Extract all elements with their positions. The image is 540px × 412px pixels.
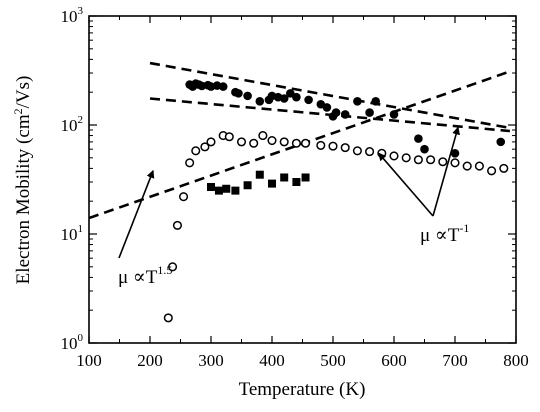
data-point-open-circle: [185, 158, 195, 168]
data-point-open-circle: [168, 262, 178, 272]
data-point-filled-circle: [353, 96, 362, 106]
data-point-filled-square: [222, 184, 231, 193]
y-tick-label: 102: [61, 114, 84, 135]
y-tick-label-exponent: 3: [78, 5, 84, 17]
data-point-filled-circle: [420, 144, 429, 154]
data-point-open-circle: [291, 138, 301, 148]
data-point-filled-circle: [371, 96, 381, 106]
fit-line: [88, 70, 511, 220]
data-point-filled-square: [255, 170, 264, 179]
data-point-open-circle: [474, 161, 484, 171]
x-tick-label: 100: [76, 351, 102, 370]
annotation-label: μ ∝T1.5: [118, 263, 172, 288]
data-point-filled-circle: [331, 108, 341, 117]
x-tick-label: 200: [137, 351, 163, 370]
y-axis-title-main: Electron Mobility (cm: [13, 114, 34, 284]
data-point-open-circle: [340, 143, 350, 153]
data-point-filled-square: [268, 179, 276, 188]
data-point-open-circle: [450, 158, 460, 168]
data-point-filled-circle: [365, 108, 374, 117]
data-point-open-circle: [389, 151, 399, 161]
data-point-filled-square: [243, 181, 252, 190]
annotation-arrow: [378, 152, 434, 217]
y-tick-label: 101: [61, 223, 84, 244]
data-point-filled-circle: [218, 82, 228, 91]
data-point-open-circle: [236, 137, 247, 147]
y-tick-label-exponent: 0: [78, 332, 84, 344]
data-point-open-circle: [401, 153, 411, 163]
data-point-filled-square: [301, 173, 310, 182]
y-tick-label-exponent: 1: [78, 223, 84, 235]
data-point-filled-square: [292, 177, 301, 186]
y-tick-label-base: 10: [61, 116, 78, 135]
x-tick-label: 500: [320, 351, 346, 370]
data-point-open-circle: [487, 166, 497, 176]
data-point-filled-square: [214, 186, 223, 195]
data-point-open-circle: [499, 163, 509, 173]
data-point-open-circle: [191, 146, 201, 156]
data-point-open-circle: [316, 140, 326, 150]
x-tick-label: 800: [503, 351, 529, 370]
data-point-open-circle: [172, 220, 182, 230]
data-point-filled-circle: [450, 149, 460, 158]
fit-line: [149, 61, 511, 130]
data-point-filled-circle: [414, 134, 423, 143]
y-axis-title-sup: 2: [11, 108, 25, 114]
x-axis-title: Temperature (K): [239, 379, 366, 400]
data-point-filled-square: [231, 186, 240, 195]
data-point-filled-square: [207, 182, 215, 191]
data-point-open-circle: [206, 137, 216, 147]
annotation-label-exponent: -1: [459, 221, 469, 235]
annotations: μ ∝T1.5μ ∝T-1: [118, 126, 469, 288]
data-point-open-circle: [413, 155, 423, 165]
data-point-open-circle: [224, 132, 234, 142]
data-point-open-circle: [267, 136, 277, 146]
x-tick-label: 700: [442, 351, 468, 370]
data-point-filled-circle: [496, 137, 506, 147]
y-tick-label: 100: [61, 332, 84, 353]
data-point-open-circle: [279, 137, 289, 147]
data-point-open-circle: [301, 138, 311, 148]
data-point-open-circle: [258, 131, 268, 141]
x-tick-label: 400: [259, 351, 285, 370]
data-point-open-circle: [179, 192, 189, 202]
data-point-filled-circle: [389, 110, 399, 119]
data-point-filled-circle: [255, 96, 265, 106]
data-point-open-circle: [200, 142, 210, 152]
data-point-open-circle: [365, 147, 375, 157]
data-point-open-circle: [163, 313, 173, 323]
data-point-open-circle: [462, 161, 472, 171]
x-tick-label: 600: [381, 351, 407, 370]
y-tick-label: 103: [61, 5, 84, 26]
data-point-filled-circle: [322, 103, 332, 112]
y-axis-title-unit: /Vs): [13, 76, 34, 109]
y-tick-label-base: 10: [61, 225, 78, 244]
data-point-filled-circle: [243, 91, 252, 101]
y-tick-label-base: 10: [61, 334, 78, 353]
annotation-label-exponent: 1.5: [157, 263, 172, 277]
annotation-label: μ ∝T-1: [420, 221, 469, 246]
annotation-label-base: μ ∝T: [118, 267, 158, 288]
annotation-label-base: μ ∝T: [420, 225, 460, 246]
data-point-open-circle: [352, 146, 362, 156]
data-point-open-circle: [328, 141, 338, 151]
y-tick-label-base: 10: [61, 7, 78, 26]
data-point-filled-circle: [340, 110, 350, 119]
data-point-open-circle: [249, 138, 259, 148]
y-axis-title: Electron Mobility (cm2/Vs): [11, 76, 34, 285]
data-point-filled-circle: [292, 92, 301, 102]
annotation-arrow: [118, 169, 155, 259]
data-point-filled-circle: [234, 89, 243, 98]
data-point-filled-circle: [304, 95, 313, 105]
data-point-filled-square: [280, 173, 289, 182]
data-point-open-circle: [438, 157, 448, 167]
annotation-arrow: [432, 126, 460, 217]
x-tick-label: 300: [198, 351, 224, 370]
data-point-open-circle: [426, 155, 436, 165]
data-points: [163, 79, 509, 323]
y-tick-label-exponent: 2: [78, 114, 84, 126]
data-point-filled-circle: [279, 94, 289, 103]
